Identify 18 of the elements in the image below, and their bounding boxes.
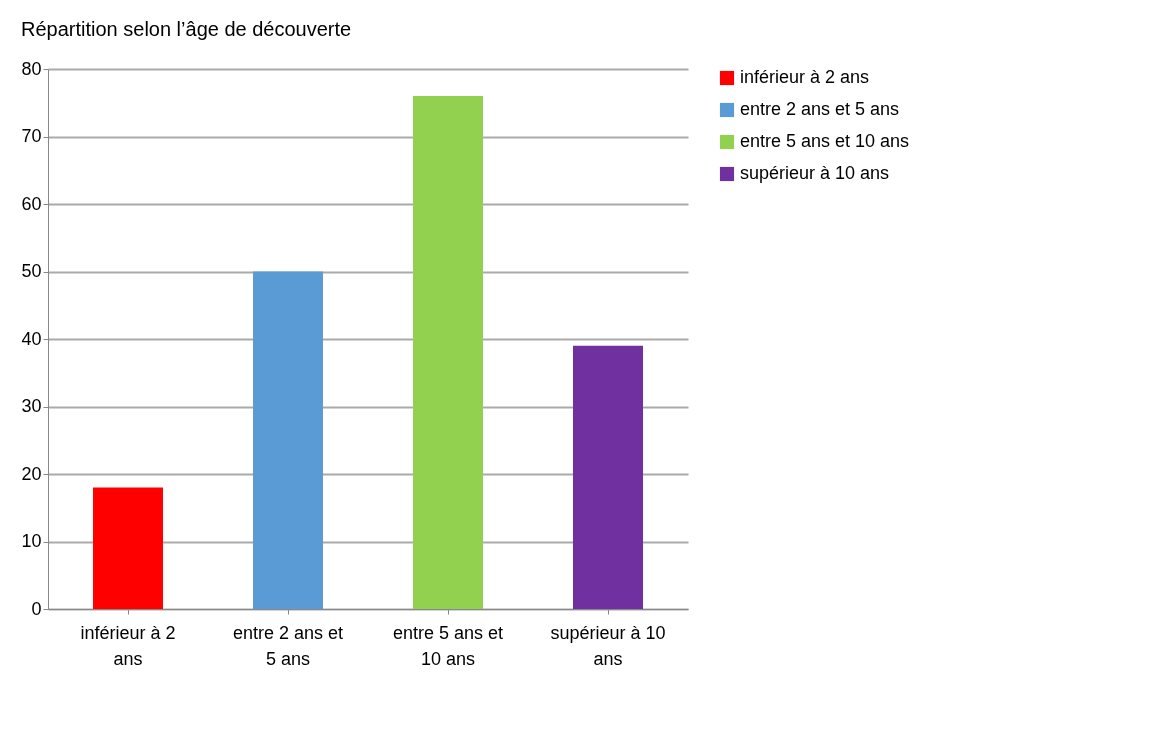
y-tick-label: 0 [31,598,42,619]
y-tick-label: 60 [21,193,42,214]
chart-title: Répartition selon l’âge de découverte [20,18,352,40]
x-tick-label: entre 5 ans et 10 ans [392,622,504,669]
x-tick-label: inférieur à 2 ans [80,622,176,669]
y-tick-label: 50 [21,261,42,281]
y-tick-label: 10 [21,531,42,551]
legend-label: entre 5 ans et 10 ans [740,131,910,151]
y-tick-label: 80 [21,58,42,79]
x-tick-label: entre 2 ans et 5 ans [232,622,344,669]
legend-label: supérieur à 10 ans [740,163,890,183]
y-tick-label: 30 [21,396,42,416]
legend-label: entre 2 ans et 5 ans [740,99,900,119]
y-tick-label: 70 [21,126,42,146]
y-tick-label: 20 [21,463,42,484]
x-tick-label: supérieur à 10 ans [550,622,666,669]
legend-label: inférieur à 2 ans [740,67,870,87]
y-tick-label: 40 [21,328,42,349]
